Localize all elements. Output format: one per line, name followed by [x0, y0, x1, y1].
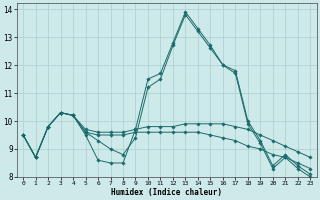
X-axis label: Humidex (Indice chaleur): Humidex (Indice chaleur)	[111, 188, 222, 197]
